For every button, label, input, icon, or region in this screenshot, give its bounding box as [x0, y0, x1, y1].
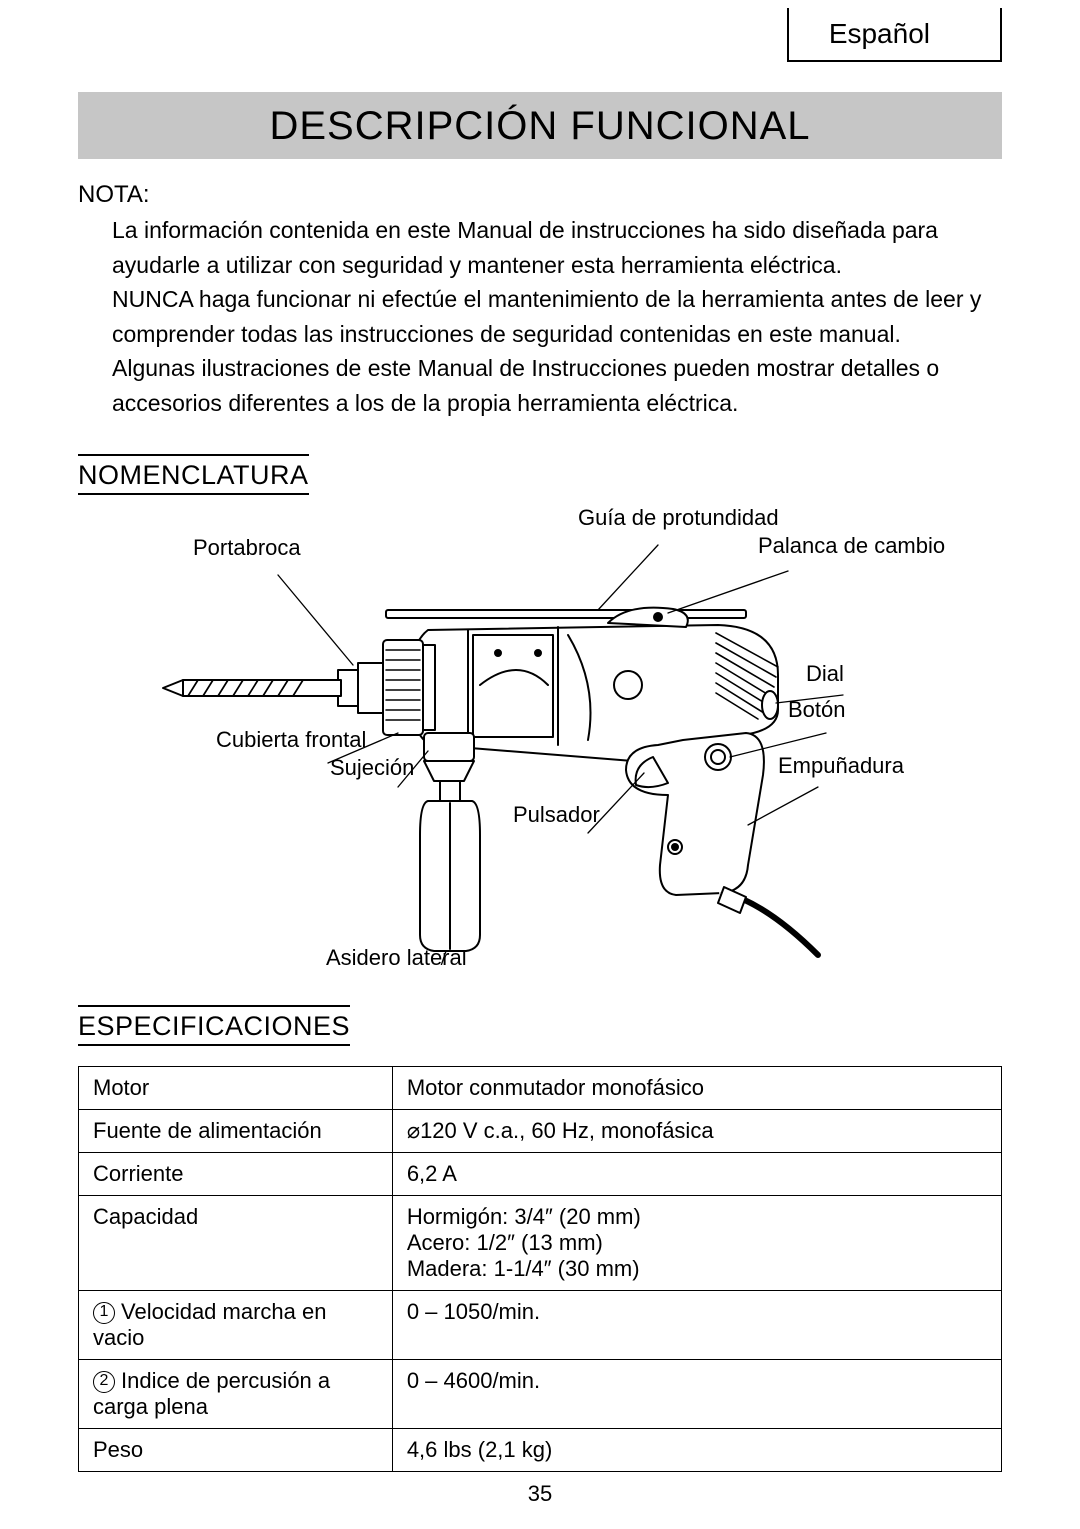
spec-key: 2Indice de percusión a carga plena — [79, 1360, 393, 1429]
nota-paragraph-1: La información contenida en este Manual … — [78, 213, 1002, 282]
spec-value: Motor conmutador monofásico — [392, 1067, 1001, 1110]
table-row: 2Indice de percusión a carga plena0 – 46… — [79, 1360, 1002, 1429]
drill-icon — [128, 535, 908, 965]
spec-key: 1Velocidad marcha en vacio — [79, 1291, 393, 1360]
callout-guia: Guía de protundidad — [578, 505, 779, 531]
nota-paragraph-3: Algunas ilustraciones de este Manual de … — [78, 351, 1002, 420]
nota-label: NOTA: — [78, 177, 1002, 213]
spec-key: Corriente — [79, 1153, 393, 1196]
spec-value: 4,6 lbs (2,1 kg) — [392, 1429, 1001, 1472]
language-label: Español — [829, 18, 930, 49]
spec-value: 0 – 4600/min. — [392, 1360, 1001, 1429]
nota-paragraph-2: NUNCA haga funcionar ni efectúe el mante… — [78, 282, 1002, 351]
table-row: 1Velocidad marcha en vacio0 – 1050/min. — [79, 1291, 1002, 1360]
table-row: Peso4,6 lbs (2,1 kg) — [79, 1429, 1002, 1472]
spec-value: Hormigón: 3/4″ (20 mm)Acero: 1/2″ (13 mm… — [392, 1196, 1001, 1291]
spec-key: Peso — [79, 1429, 393, 1472]
spec-key: Fuente de alimentación — [79, 1110, 393, 1153]
table-row: Fuente de alimentación⌀120 V c.a., 60 Hz… — [79, 1110, 1002, 1153]
nomenclature-heading: NOMENCLATURA — [78, 454, 309, 495]
table-row: Corriente6,2 A — [79, 1153, 1002, 1196]
spec-value: 0 – 1050/min. — [392, 1291, 1001, 1360]
nota-block: NOTA: La información contenida en este M… — [78, 177, 1002, 420]
spec-key: Capacidad — [79, 1196, 393, 1291]
specs-table: MotorMotor conmutador monofásicoFuente d… — [78, 1066, 1002, 1472]
table-row: CapacidadHormigón: 3/4″ (20 mm)Acero: 1/… — [79, 1196, 1002, 1291]
language-box: Español — [787, 8, 1002, 62]
spec-value: 6,2 A — [392, 1153, 1001, 1196]
nomenclature-figure: Guía de protundidad Portabroca Cubierta … — [78, 505, 1002, 975]
specs-heading: ESPECIFICACIONES — [78, 1005, 350, 1046]
page-title: DESCRIPCIÓN FUNCIONAL — [269, 104, 810, 148]
table-row: MotorMotor conmutador monofásico — [79, 1067, 1002, 1110]
spec-value: ⌀120 V c.a., 60 Hz, monofásica — [392, 1110, 1001, 1153]
spec-key: Motor — [79, 1067, 393, 1110]
page-title-bar: DESCRIPCIÓN FUNCIONAL — [78, 92, 1002, 159]
page-number: 35 — [0, 1481, 1080, 1507]
